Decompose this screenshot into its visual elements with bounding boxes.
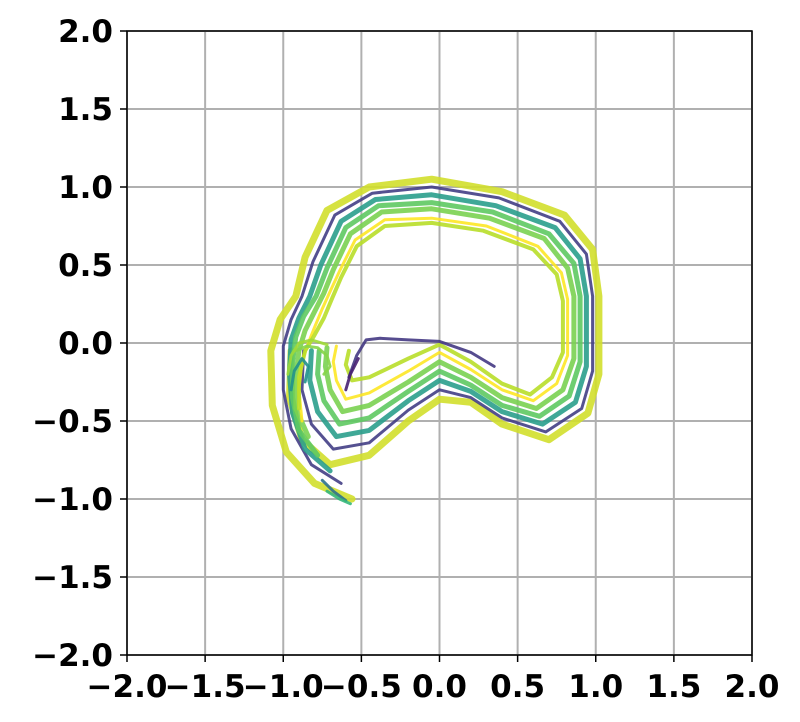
x-tick-label: 0.0	[412, 669, 467, 705]
plot-area	[267, 175, 603, 506]
x-tick-label: 0.5	[490, 669, 545, 705]
x-tick-label: −1.0	[243, 669, 324, 705]
y-tick-label: 1.5	[58, 92, 113, 128]
series-line	[267, 175, 603, 503]
series-line	[290, 200, 583, 458]
x-tick-label: −0.5	[321, 669, 402, 705]
series-line	[297, 216, 570, 423]
x-tick-label: 1.5	[646, 669, 701, 705]
series-line	[325, 489, 352, 506]
series-line	[294, 344, 332, 376]
x-axis-ticks: −2.0−1.5−1.0−0.5 0.0 0.5 1.0 1.5 2.0	[87, 655, 780, 705]
series-line	[293, 206, 577, 440]
series-line	[286, 338, 329, 376]
series-line	[289, 357, 310, 392]
series-line	[347, 336, 496, 379]
y-axis-ticks: 2.0 1.5 1.0 0.5 0.0 −0.5 −1.0 −1.5 −2.0	[32, 14, 127, 674]
y-tick-label: −1.0	[32, 482, 113, 518]
x-tick-label: −2.0	[87, 669, 168, 705]
y-tick-label: 0.0	[58, 326, 113, 362]
series-line	[281, 185, 595, 485]
y-tick-label: 0.5	[58, 248, 113, 284]
series-line	[287, 192, 589, 474]
series-line	[344, 357, 360, 392]
x-tick-label: −1.5	[165, 669, 246, 705]
y-tick-label: 2.0	[58, 14, 113, 50]
y-tick-label: −0.5	[32, 404, 113, 440]
y-tick-label: −1.5	[32, 560, 113, 596]
series-line	[320, 478, 348, 503]
x-tick-label: 2.0	[725, 669, 780, 705]
y-tick-label: −2.0	[32, 638, 113, 674]
x-tick-label: 1.0	[568, 669, 623, 705]
y-tick-label: 1.0	[58, 170, 113, 206]
series-line	[296, 220, 565, 411]
